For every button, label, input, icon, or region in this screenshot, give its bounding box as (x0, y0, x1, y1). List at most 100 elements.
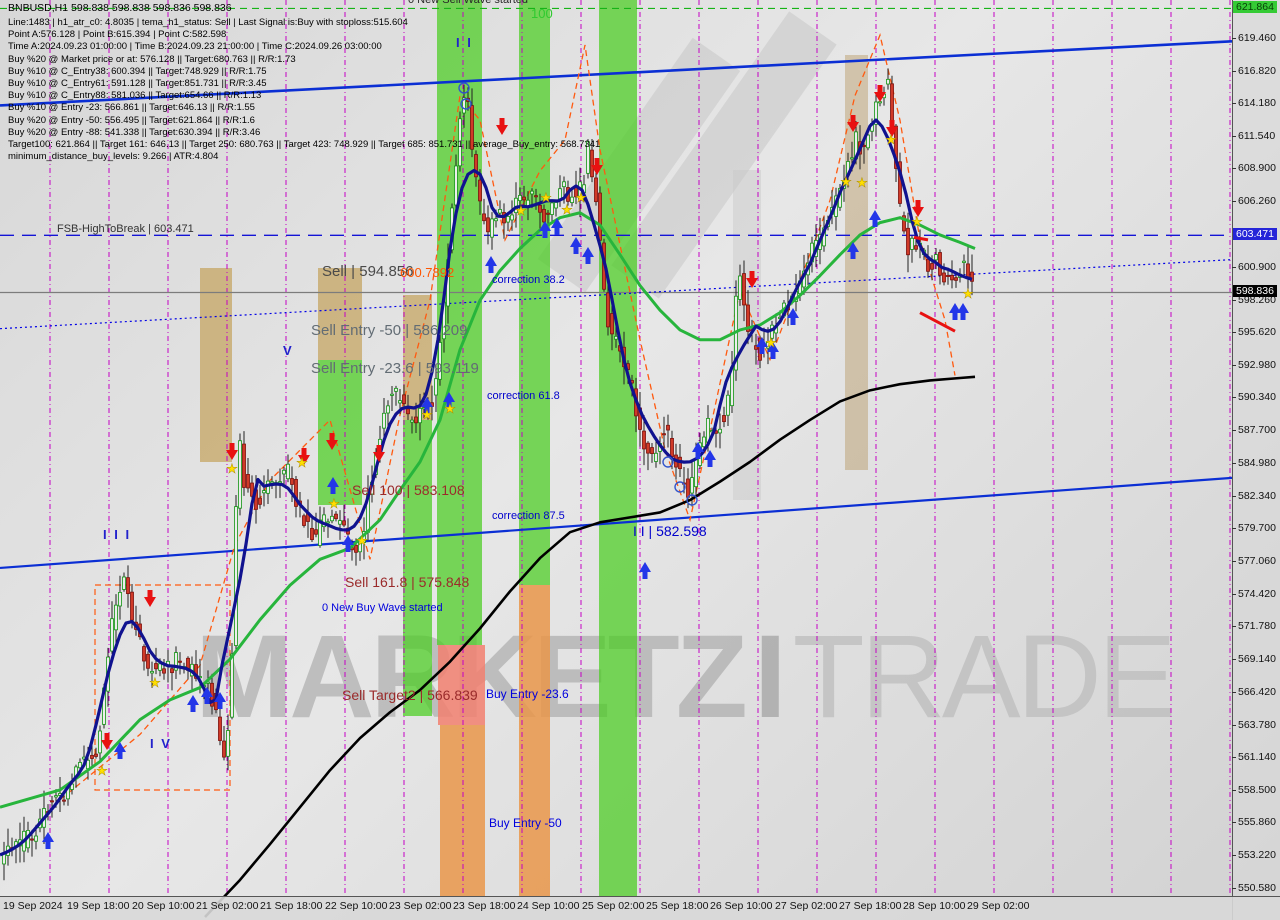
candle-bearish (754, 345, 758, 350)
correction-875-label: correction 87.5 (492, 510, 565, 522)
price-tick-mark (1232, 495, 1236, 497)
candle-bearish (342, 520, 346, 526)
candle-bearish (930, 263, 934, 270)
dotted-trendline[interactable] (0, 259, 1233, 330)
candle-bullish (570, 196, 574, 204)
sell-arrow-icon (101, 733, 113, 750)
watermark-separator: I (753, 611, 787, 743)
candle-bearish (598, 192, 602, 241)
tema-ma-blue[interactable] (0, 118, 973, 857)
candle-bearish (474, 154, 478, 178)
upper-trendline[interactable] (0, 40, 1233, 107)
price-tick-mark (1232, 692, 1236, 694)
candle-bearish (970, 271, 974, 282)
time-tick-label: 19 Sep 18:00 (67, 900, 130, 912)
wave-5-marker: V (283, 343, 294, 358)
watermark-text-2: TRADE (792, 611, 1177, 743)
buy-arrow-icon (214, 692, 226, 709)
wave-3-marker: I I I (103, 527, 132, 542)
price-tick-label: 584.980 (1238, 457, 1276, 470)
candle-bullish (382, 412, 386, 429)
candle-bearish (542, 208, 546, 223)
price-axis[interactable] (1232, 0, 1280, 920)
price-tick-mark (1232, 103, 1236, 105)
candle-bearish (218, 716, 222, 741)
buy-arrow-icon (787, 308, 799, 325)
price-tick-label: 582.340 (1238, 489, 1276, 502)
candle-bearish (534, 195, 538, 198)
candle-bearish (662, 433, 666, 436)
candle-bearish (402, 394, 406, 404)
price-highlight-box: 598.836 (1233, 285, 1277, 298)
lower-trendline[interactable] (0, 476, 1233, 570)
candle-bearish (610, 313, 614, 335)
time-tick-label: 20 Sep 10:00 (132, 900, 195, 912)
candle-bearish (942, 272, 946, 283)
buy-arrow-icon (187, 695, 199, 712)
time-tick-label: 25 Sep 18:00 (646, 900, 709, 912)
zone-band-orange (440, 725, 485, 896)
candle-bullish (506, 215, 510, 223)
time-axis[interactable] (0, 896, 1280, 920)
buy-arrow-icon (539, 221, 551, 238)
candle-bearish (290, 478, 294, 485)
price-tick-label: 606.260 (1238, 194, 1276, 207)
candle-bullish (702, 436, 706, 448)
correction-382-label: correction 38.2 (492, 274, 565, 286)
price-tick-mark (1232, 789, 1236, 791)
candle-bearish (594, 177, 598, 203)
candle-bullish (518, 195, 522, 201)
star-flag-icon: ★ (962, 286, 974, 301)
candle-bearish (258, 497, 262, 505)
candle-bearish (142, 646, 146, 662)
candle-bearish (310, 527, 314, 541)
candle-bullish (114, 604, 118, 631)
price-tick-mark (1232, 200, 1236, 202)
candle-bullish (54, 795, 58, 798)
price-tick-label: 571.780 (1238, 620, 1276, 633)
indicator-info-line: Time A:2024.09.23 01:00:00 | Time B:2024… (8, 41, 382, 53)
buy-arrow-icon (957, 303, 969, 320)
green-ma-line[interactable] (0, 211, 976, 809)
sell-arrow-icon (874, 85, 886, 102)
candle-bearish (126, 577, 130, 595)
price-tick-mark (1232, 364, 1236, 366)
sell-arrow-icon (886, 120, 898, 137)
signal-markers: ★★★ ★★★★ ★★★★★★★ ★★★★ (42, 82, 974, 849)
candle-bullish (562, 181, 566, 188)
sell-arrow-icon (591, 158, 603, 175)
buy-arrow-icon (756, 337, 768, 354)
candle-bullish (286, 463, 290, 480)
buy-arrow-icon (692, 442, 704, 459)
price-highlight-box: 621.864 (1233, 1, 1277, 14)
sell-arrow-icon (496, 118, 508, 135)
candle-bullish (530, 190, 534, 195)
candle-bearish (746, 304, 750, 332)
slow-ma-black[interactable] (204, 375, 976, 918)
price-tick-mark (1232, 757, 1236, 759)
candle-bullish (454, 165, 458, 206)
price-tick-label: 611.540 (1238, 129, 1276, 142)
candle-bullish (962, 260, 966, 263)
price-tick-label: 555.860 (1238, 816, 1276, 829)
candle-bullish (462, 97, 466, 114)
star-flag-icon: ★ (840, 174, 852, 189)
indicator-info-lines: Line:1483 | h1_atr_c0: 4.8035 | tema_h1_… (8, 17, 600, 163)
buy-arrow-icon (421, 397, 433, 414)
candle-bullish (238, 440, 242, 509)
candle-bullish (158, 663, 162, 671)
chart-title-ohlc: BNBUSD,H1 598.838 598.838 598.836 598.83… (8, 2, 232, 14)
candle-bearish (414, 416, 418, 424)
star-flag-icon: ★ (561, 202, 573, 217)
star-flag-icon: ★ (149, 675, 161, 690)
zone-band-tan (318, 268, 362, 360)
candle-bullish (498, 209, 502, 214)
price-tick-label: 595.620 (1238, 326, 1276, 339)
candle-bearish (946, 275, 950, 278)
zone-band-green (599, 0, 637, 896)
buy-entry-236-label: Buy Entry -23.6 (486, 687, 569, 701)
candle-bearish (966, 263, 970, 278)
candle-bullish (550, 202, 554, 215)
buy-arrow-icon (582, 247, 594, 264)
